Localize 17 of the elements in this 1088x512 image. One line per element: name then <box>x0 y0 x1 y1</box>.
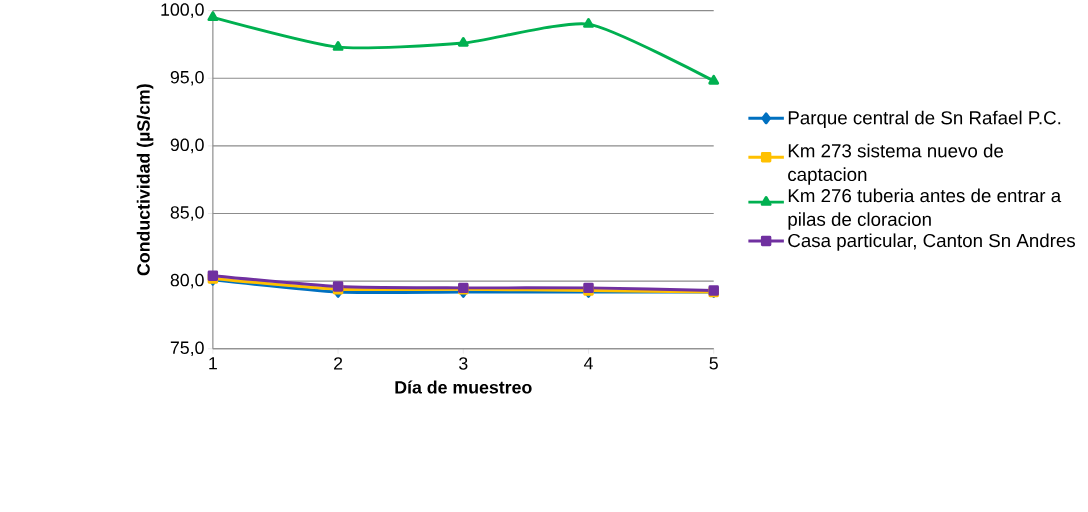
x-axis-title: Día de muestreo <box>395 380 532 394</box>
y-tick-label: 100,0 <box>161 3 204 18</box>
legend-label: Km 273 sistema nuevo de captacion <box>788 143 1004 185</box>
y-tick-label: 90,0 <box>170 138 204 153</box>
y-tick-label: 75,0 <box>170 341 204 356</box>
y-tick-label: 95,0 <box>170 70 204 86</box>
legend-label: Parque central de Sn Rafael P.C. <box>788 110 1061 128</box>
y-axis-title: Conductividad (µS/cm) <box>136 84 154 276</box>
x-tick-label: 5 <box>709 356 718 370</box>
x-tick-label: 4 <box>583 356 593 370</box>
legend-label: Casa particular, Canton Sn Andres <box>788 233 1076 251</box>
y-tick-label: 80,0 <box>170 273 204 289</box>
x-tick-label: 1 <box>209 356 217 370</box>
legend-label: Km 276 tuberia antes de entrar a pilas de cloracion <box>788 188 1062 230</box>
x-tick-label: 3 <box>459 356 468 370</box>
x-tick-label: 2 <box>334 356 343 370</box>
y-tick-label: 85,0 <box>170 205 204 221</box>
